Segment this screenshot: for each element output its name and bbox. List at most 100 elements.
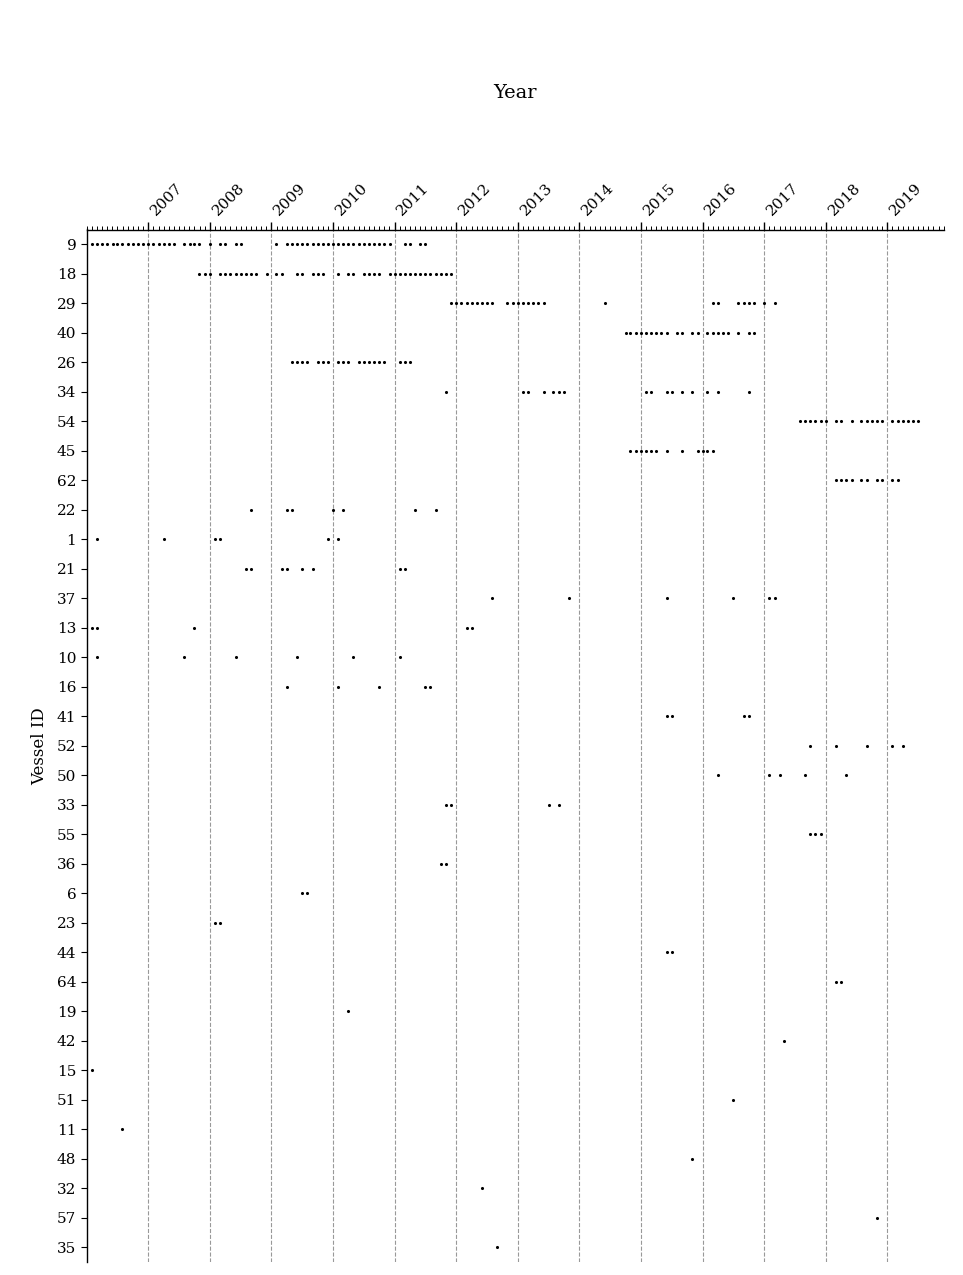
Point [797,411,813,431]
Point [797,765,813,785]
Point [346,235,361,255]
Point [813,411,828,431]
Point [685,1149,700,1169]
Point [372,352,387,372]
Point [105,235,120,255]
Point [274,264,290,284]
Point [515,293,531,314]
Point [90,648,105,668]
Point [403,352,418,372]
Point [705,293,720,314]
Point [828,736,844,756]
Point [449,293,464,314]
Point [90,617,105,638]
Point [484,293,500,314]
Point [777,1030,793,1051]
Point [330,235,346,255]
Point [248,264,264,284]
Point [130,235,145,255]
Point [115,1119,130,1140]
Point [444,293,459,314]
Point [156,529,171,550]
Point [664,381,680,402]
Point [269,264,284,284]
Point [716,323,731,343]
Point [310,264,325,284]
Point [844,411,859,431]
Point [711,381,726,402]
Point [464,293,480,314]
Point [330,529,346,550]
Point [90,235,105,255]
Point [321,529,336,550]
Point [802,411,818,431]
Point [413,235,429,255]
Point [767,588,782,608]
Point [654,323,669,343]
Point [336,500,351,520]
Point [295,884,310,904]
Point [874,470,890,491]
Point [459,293,475,314]
Point [176,648,192,668]
Point [741,293,756,314]
Point [741,323,756,343]
Point [213,235,228,255]
Point [274,558,290,579]
Point [290,352,305,372]
Point [484,588,500,608]
Point [664,706,680,727]
Point [895,411,910,431]
Point [659,588,674,608]
Point [618,323,634,343]
Point [228,235,244,255]
Point [192,264,207,284]
Point [839,470,854,491]
Point [546,381,561,402]
Point [330,677,346,697]
Point [295,264,310,284]
Point [813,824,828,844]
Point [429,500,444,520]
Point [536,293,552,314]
Point [741,706,756,727]
Point [372,264,387,284]
Point [269,235,284,255]
Point [222,264,238,284]
Point [705,441,720,462]
Point [531,293,546,314]
Point [884,470,899,491]
Point [341,1001,356,1021]
Point [890,470,905,491]
Point [762,765,777,785]
Point [418,677,433,697]
Point [284,352,299,372]
Point [284,500,299,520]
Point [341,235,356,255]
Point [279,558,295,579]
Point [295,352,310,372]
Point [711,765,726,785]
Point [695,441,711,462]
Point [192,235,207,255]
Point [356,264,372,284]
Point [433,854,449,875]
Point [756,293,771,314]
Point [623,323,638,343]
Point [700,441,716,462]
Point [244,500,259,520]
Point [536,381,552,402]
Point [746,293,762,314]
Point [475,1178,490,1198]
Point [905,411,921,431]
Point [213,264,228,284]
Point [731,293,746,314]
Point [643,381,659,402]
Point [299,884,315,904]
Point [844,470,859,491]
Point [372,677,387,697]
Point [895,736,910,756]
Point [310,235,325,255]
Point [356,235,372,255]
Point [444,264,459,284]
